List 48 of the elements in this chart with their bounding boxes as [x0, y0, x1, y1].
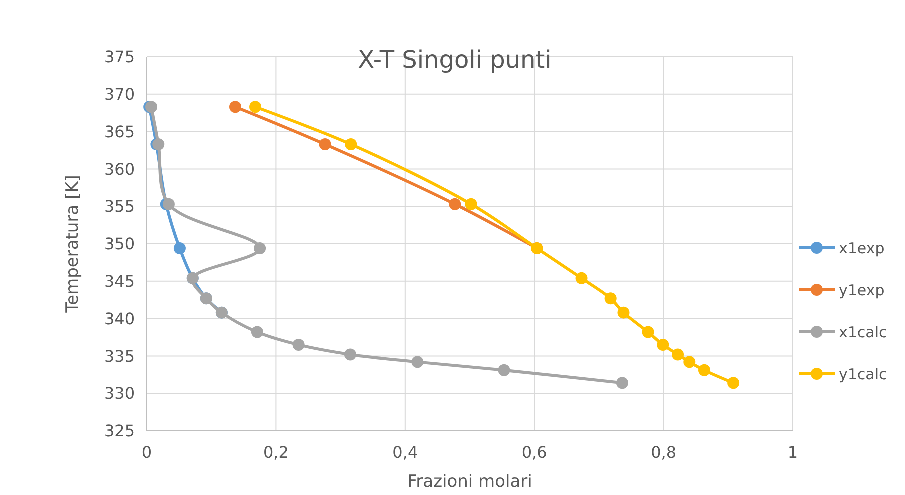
point — [449, 198, 462, 210]
legend-label: y1calc — [839, 365, 888, 384]
point — [498, 364, 510, 376]
y-tick-label: 370 — [104, 85, 135, 104]
x-tick-label: 0,6 — [522, 443, 548, 462]
legend-label: x1exp — [839, 239, 885, 258]
y-tick-label: 335 — [104, 346, 135, 366]
point — [604, 292, 617, 305]
x-tick-label: 0,2 — [263, 443, 289, 462]
point — [684, 356, 696, 368]
point — [251, 326, 264, 338]
point — [576, 272, 588, 284]
y-tick-label: 365 — [104, 122, 135, 142]
y-tick-label: 355 — [104, 197, 135, 216]
point — [319, 138, 332, 151]
y-tick-label: 345 — [104, 272, 135, 291]
legend-label: x1calc — [839, 323, 888, 342]
point — [616, 377, 628, 390]
point — [292, 338, 305, 351]
x-tick-label: 1 — [788, 443, 798, 462]
y-tick-label: 360 — [104, 160, 135, 179]
point — [642, 326, 654, 338]
point — [254, 242, 266, 254]
x-axis-title: Frazioni molari — [408, 472, 532, 492]
point — [657, 338, 670, 351]
y-tick-label: 330 — [104, 384, 135, 404]
x-tick-label: 0 — [142, 443, 152, 462]
point — [230, 101, 242, 114]
point — [465, 198, 478, 210]
point — [672, 348, 684, 361]
point — [344, 348, 356, 361]
point — [698, 364, 710, 376]
y-tick-label: 350 — [104, 234, 135, 254]
point — [162, 198, 175, 210]
point — [412, 356, 424, 368]
chart-title: X-T Singoli punti — [358, 46, 552, 74]
point — [250, 101, 262, 114]
point — [728, 377, 740, 390]
y-axis-title: Temperatura [K] — [63, 175, 83, 314]
y-tick-label: 375 — [104, 48, 135, 67]
point — [345, 138, 358, 151]
y-tick-label: 325 — [104, 422, 135, 441]
legend-label: y1exp — [839, 281, 885, 300]
point — [618, 306, 630, 319]
y-tick-label: 340 — [104, 309, 135, 328]
point — [174, 242, 186, 254]
x-tick-label: 0,8 — [651, 443, 677, 462]
x-tick-label: 0,4 — [392, 443, 418, 462]
